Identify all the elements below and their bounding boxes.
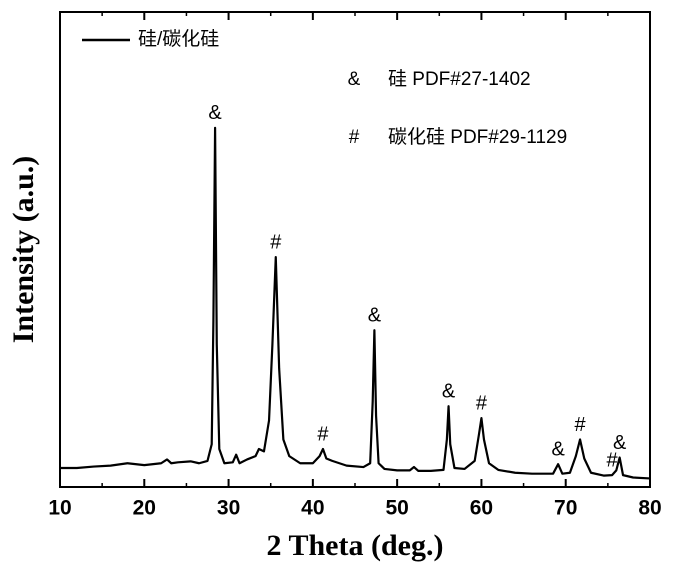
- x-tick-label: 40: [301, 497, 324, 520]
- peak-annotation: #: [270, 231, 282, 253]
- x-tick-label: 70: [554, 497, 577, 520]
- chart: 10 20 30 40 50 60 70 80 2 Theta (deg.) Intensity …: [0, 0, 673, 576]
- x-tick-label: 50: [385, 497, 408, 520]
- peak-annotation: #: [476, 392, 488, 414]
- peak-annotation: &: [551, 438, 565, 460]
- phase-symbol: #: [349, 127, 360, 148]
- peak-annotation: #: [574, 414, 586, 436]
- phase-label: 硅 PDF#27-1402: [388, 68, 531, 90]
- phase-label: 碳化硅 PDF#29-1129: [388, 126, 567, 148]
- y-axis-title: Intensity (a.u.): [7, 156, 40, 344]
- x-tick-label: 60: [470, 497, 493, 520]
- legend-label: 硅/碳化硅: [138, 28, 219, 50]
- peak-annotation: &: [208, 102, 222, 124]
- x-tick-label: 20: [133, 497, 156, 520]
- x-axis-title: 2 Theta (deg.): [267, 529, 444, 562]
- peak-annotation: &: [442, 381, 456, 403]
- x-tick-label: 80: [638, 497, 661, 520]
- peak-annotation: #: [317, 423, 329, 445]
- phase-symbol: &: [348, 69, 361, 90]
- peak-annotation: &: [368, 305, 382, 327]
- x-tick-label: 30: [217, 497, 240, 520]
- x-tick-label: 10: [48, 497, 71, 520]
- data-line: [60, 128, 650, 479]
- peak-annotation: &: [613, 432, 627, 454]
